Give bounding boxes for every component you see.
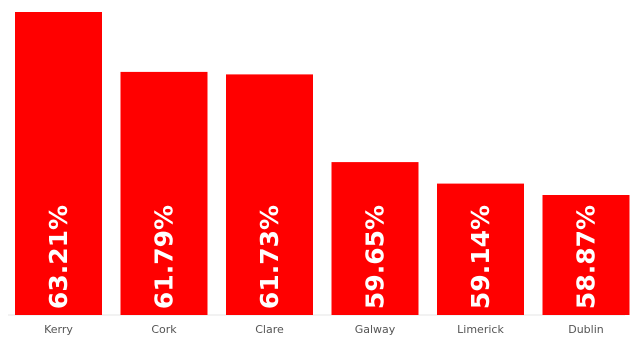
bar-dublin xyxy=(542,195,630,315)
bar-labels: 63.21% 61.79% 61.73% 59.65% 59.14% 58.87% xyxy=(44,205,601,309)
category-labels: Kerry Cork Clare Galway Limerick Dublin xyxy=(44,323,604,336)
category-label-limerick: Limerick xyxy=(457,323,504,336)
bar-cork xyxy=(120,71,208,316)
category-label-dublin: Dublin xyxy=(568,323,604,336)
data-label-kerry: 63.21% xyxy=(44,205,73,309)
bar-kerry xyxy=(15,12,102,315)
category-label-kerry: Kerry xyxy=(44,323,73,336)
bars xyxy=(15,12,630,316)
bar-galway xyxy=(331,162,419,315)
category-label-galway: Galway xyxy=(355,323,396,336)
data-label-galway: 59.65% xyxy=(361,205,390,309)
bar-clare xyxy=(226,74,313,316)
category-label-clare: Clare xyxy=(255,323,284,336)
data-label-limerick: 59.14% xyxy=(466,205,495,309)
data-label-cork: 61.79% xyxy=(150,205,179,309)
data-label-dublin: 58.87% xyxy=(572,205,601,309)
data-label-clare: 61.73% xyxy=(255,205,284,309)
bar-limerick xyxy=(437,183,524,315)
category-label-cork: Cork xyxy=(151,323,177,336)
